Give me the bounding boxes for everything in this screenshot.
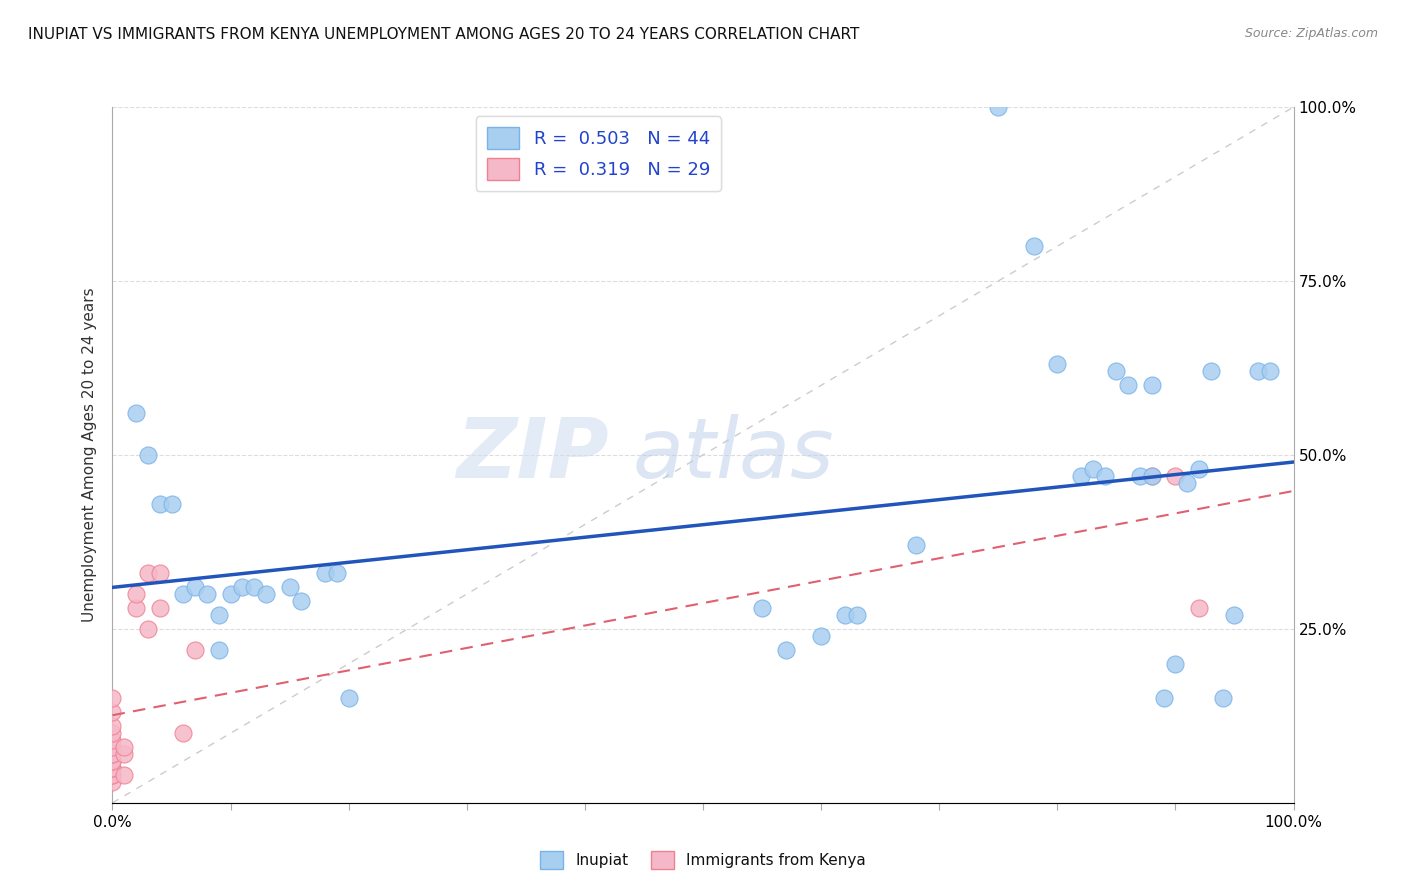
Point (195, 587, 218, 601)
Point (184, 642, 207, 657)
Point (904, 538, 927, 552)
Point (290, 594, 312, 608)
Point (125, 406, 148, 420)
Point (101, 733, 124, 747)
Point (1247, 364, 1270, 378)
Point (1164, 657, 1187, 671)
Point (149, 497, 172, 511)
Point (219, 587, 242, 601)
Point (125, 601, 148, 615)
Point (845, 607, 868, 622)
Point (254, 587, 277, 601)
Text: Source: ZipAtlas.com: Source: ZipAtlas.com (1244, 27, 1378, 40)
Text: ZIP: ZIP (456, 415, 609, 495)
Point (101, 726, 124, 740)
Legend: R =  0.503   N = 44, R =  0.319   N = 29: R = 0.503 N = 44, R = 0.319 N = 29 (475, 116, 721, 191)
Point (112, 768, 135, 782)
Point (278, 580, 301, 594)
Point (810, 629, 832, 643)
Point (1105, 364, 1128, 378)
Point (337, 691, 360, 706)
Point (314, 566, 336, 581)
Point (1212, 691, 1234, 706)
Point (136, 448, 159, 462)
Point (101, 754, 124, 768)
Point (136, 622, 159, 636)
Point (1153, 691, 1175, 706)
Point (1140, 468, 1163, 483)
Point (326, 566, 349, 581)
Point (149, 601, 172, 615)
Point (1140, 378, 1163, 392)
Text: INUPIAT VS IMMIGRANTS FROM KENYA UNEMPLOYMENT AMONG AGES 20 TO 24 YEARS CORRELAT: INUPIAT VS IMMIGRANTS FROM KENYA UNEMPLO… (28, 27, 859, 42)
Point (231, 580, 253, 594)
Point (1188, 462, 1211, 476)
Text: atlas: atlas (633, 415, 834, 495)
Point (1223, 607, 1246, 622)
Point (101, 761, 124, 775)
Point (751, 601, 773, 615)
Point (101, 706, 124, 720)
Point (1116, 378, 1139, 392)
Point (125, 587, 148, 601)
Point (149, 566, 172, 581)
Point (243, 580, 266, 594)
Point (1258, 364, 1281, 378)
Point (1164, 468, 1187, 483)
Point (1046, 358, 1069, 372)
Point (208, 642, 231, 657)
Legend: Inupiat, Immigrants from Kenya: Inupiat, Immigrants from Kenya (534, 845, 872, 875)
Point (101, 768, 124, 782)
Point (112, 740, 135, 755)
Point (172, 587, 194, 601)
Point (1199, 364, 1222, 378)
Point (101, 775, 124, 789)
Point (101, 691, 124, 706)
Point (1188, 601, 1211, 615)
Point (101, 747, 124, 761)
Point (834, 607, 856, 622)
Point (101, 761, 124, 775)
Point (775, 642, 797, 657)
Point (1094, 468, 1116, 483)
Point (101, 747, 124, 761)
Point (101, 754, 124, 768)
Point (1081, 462, 1104, 476)
Point (112, 747, 135, 761)
Point (1022, 239, 1045, 253)
Point (184, 580, 207, 594)
Point (101, 719, 124, 733)
Point (160, 497, 183, 511)
Point (172, 726, 194, 740)
Point (987, 100, 1010, 114)
Point (101, 768, 124, 782)
Y-axis label: Unemployment Among Ages 20 to 24 years: Unemployment Among Ages 20 to 24 years (82, 287, 97, 623)
Point (1175, 475, 1198, 490)
Point (136, 566, 159, 581)
Point (1140, 468, 1163, 483)
Point (1070, 468, 1092, 483)
Point (101, 740, 124, 755)
Point (1129, 468, 1152, 483)
Point (208, 607, 231, 622)
